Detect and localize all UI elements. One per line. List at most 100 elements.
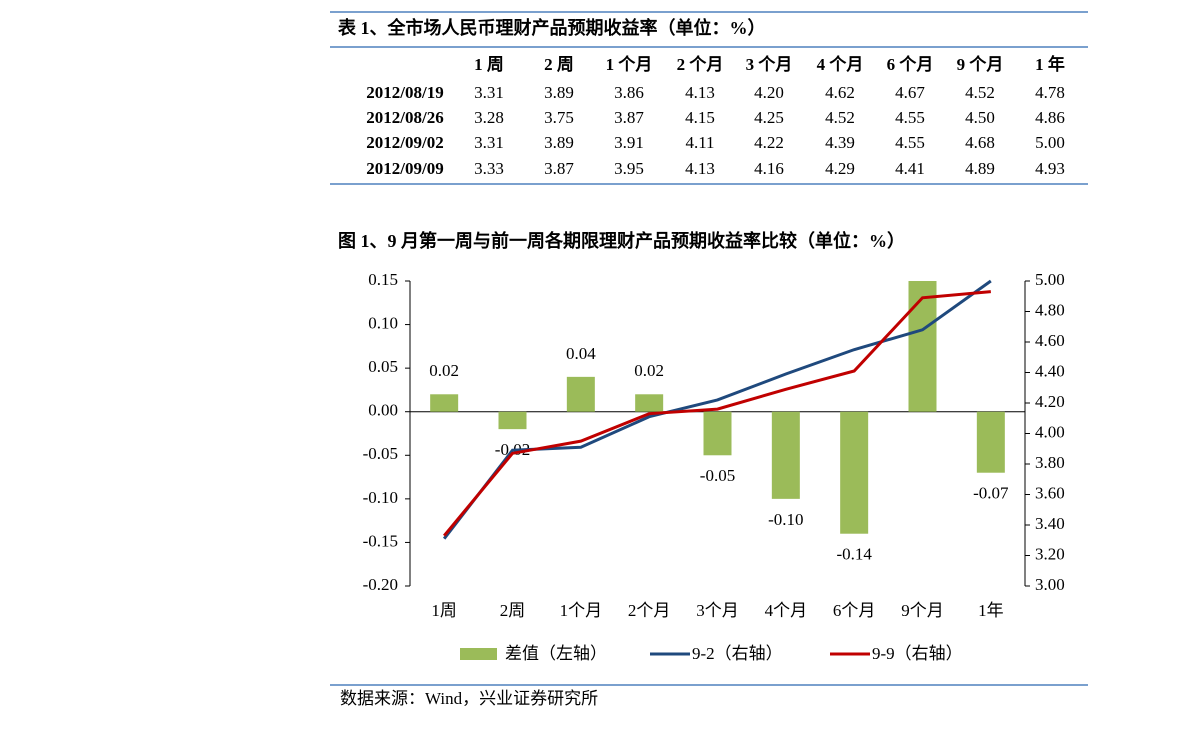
cell: 4.15 xyxy=(685,108,715,127)
y-tick-label: -0.20 xyxy=(363,575,398,594)
y2-tick-label: 3.00 xyxy=(1035,575,1065,594)
cell: 4.52 xyxy=(825,108,855,127)
data-label: -0.05 xyxy=(700,466,735,485)
cell: 3.87 xyxy=(544,159,574,178)
cell: 4.78 xyxy=(1035,83,1065,102)
bar xyxy=(908,281,937,412)
cell: 3.89 xyxy=(544,133,574,152)
y2-tick-label: 4.60 xyxy=(1035,331,1065,350)
x-tick-label: 2周 xyxy=(500,601,526,620)
cell: 3.75 xyxy=(544,108,574,127)
y2-tick-label: 3.80 xyxy=(1035,453,1065,472)
y2-tick-label: 4.00 xyxy=(1035,422,1065,441)
bar xyxy=(703,411,732,456)
column-header: 1 周 xyxy=(474,55,504,74)
column-header: 6 个月 xyxy=(887,54,934,74)
cell: 4.11 xyxy=(685,133,714,152)
x-tick-label: 1周 xyxy=(431,601,457,620)
x-tick-label: 3个月 xyxy=(696,601,739,620)
legend-label: 差值（左轴） xyxy=(505,644,607,663)
column-header: 4 个月 xyxy=(817,54,864,74)
column-header: 3 个月 xyxy=(746,54,793,74)
legend-swatch xyxy=(460,648,497,660)
bar xyxy=(430,394,459,412)
bar xyxy=(498,411,527,430)
cell: 4.68 xyxy=(965,133,995,152)
cell: 4.20 xyxy=(754,83,784,102)
y2-tick-label: 4.40 xyxy=(1035,361,1065,380)
bar xyxy=(635,394,664,412)
x-tick-label: 1年 xyxy=(978,601,1004,620)
bar xyxy=(566,376,595,412)
data-label: 0.02 xyxy=(429,361,459,380)
data-label: -0.07 xyxy=(973,484,1009,503)
y-tick-label: -0.05 xyxy=(363,444,398,463)
y2-tick-label: 4.20 xyxy=(1035,392,1065,411)
cell: 4.67 xyxy=(895,83,925,102)
cell: 5.00 xyxy=(1035,133,1065,152)
y-tick-label: 0.00 xyxy=(368,401,398,420)
y2-tick-label: 4.80 xyxy=(1035,300,1065,319)
column-header: 1 年 xyxy=(1035,54,1065,74)
bar xyxy=(976,411,1005,473)
y2-tick-label: 3.60 xyxy=(1035,483,1065,502)
bar xyxy=(840,411,869,534)
column-header: 9 个月 xyxy=(957,54,1004,74)
x-tick-label: 9个月 xyxy=(901,601,944,620)
row-label: 2012/09/02 xyxy=(366,133,443,152)
cell: 3.28 xyxy=(474,108,504,127)
cell: 4.22 xyxy=(754,133,784,152)
chart-title: 图 1、9 月第一周与前一周各期限理财产品预期收益率比较（单位：%） xyxy=(338,230,905,251)
cell: 4.62 xyxy=(825,83,855,102)
cell: 3.31 xyxy=(474,83,504,102)
cell: 3.89 xyxy=(544,83,574,102)
y2-tick-label: 3.20 xyxy=(1035,544,1065,563)
cell: 3.31 xyxy=(474,133,504,152)
cell: 4.55 xyxy=(895,108,925,127)
data-label: 0.04 xyxy=(566,344,596,363)
x-tick-label: 4个月 xyxy=(765,601,808,620)
column-header: 2 周 xyxy=(544,55,574,74)
row-label: 2012/08/19 xyxy=(366,83,443,102)
cell: 4.29 xyxy=(825,159,855,178)
cell: 4.89 xyxy=(965,159,995,178)
x-tick-label: 2个月 xyxy=(628,601,671,620)
column-header: 1 个月 xyxy=(606,54,653,74)
y2-tick-label: 5.00 xyxy=(1035,270,1065,289)
source: 数据来源：Wind，兴业证券研究所 xyxy=(340,689,598,708)
row-label: 2012/09/09 xyxy=(366,159,443,178)
x-tick-label: 6个月 xyxy=(833,601,876,620)
cell: 3.33 xyxy=(474,159,504,178)
data-label: 0.02 xyxy=(634,361,664,380)
cell: 3.91 xyxy=(614,133,644,152)
data-label: -0.10 xyxy=(768,510,803,529)
cell: 4.41 xyxy=(895,159,925,178)
cell: 4.86 xyxy=(1035,108,1065,127)
cell: 3.87 xyxy=(614,108,644,127)
row-label: 2012/08/26 xyxy=(366,108,443,127)
y-tick-label: 0.10 xyxy=(368,313,398,332)
y-tick-label: -0.15 xyxy=(363,531,398,550)
cell: 3.95 xyxy=(614,159,644,178)
bar xyxy=(771,411,800,499)
line xyxy=(443,290,991,537)
cell: 4.39 xyxy=(825,133,855,152)
cell: 4.16 xyxy=(754,159,784,178)
x-tick-label: 1个月 xyxy=(560,601,603,620)
cell: 4.93 xyxy=(1035,159,1065,178)
column-header: 2 个月 xyxy=(677,54,724,74)
cell: 4.55 xyxy=(895,133,925,152)
legend-label: 9-2（右轴） xyxy=(692,644,783,663)
cell: 3.86 xyxy=(614,83,644,102)
table-title: 表 1、全市场人民币理财产品预期收益率（单位：%） xyxy=(338,17,766,38)
y-tick-label: 0.15 xyxy=(368,270,398,289)
y-tick-label: 0.05 xyxy=(368,357,398,376)
y-tick-label: -0.10 xyxy=(363,488,398,507)
cell: 4.13 xyxy=(685,83,715,102)
legend-label: 9-9（右轴） xyxy=(872,644,963,663)
cell: 4.52 xyxy=(965,83,995,102)
y2-tick-label: 3.40 xyxy=(1035,514,1065,533)
cell: 4.25 xyxy=(754,108,784,127)
data-label: -0.14 xyxy=(836,545,872,564)
